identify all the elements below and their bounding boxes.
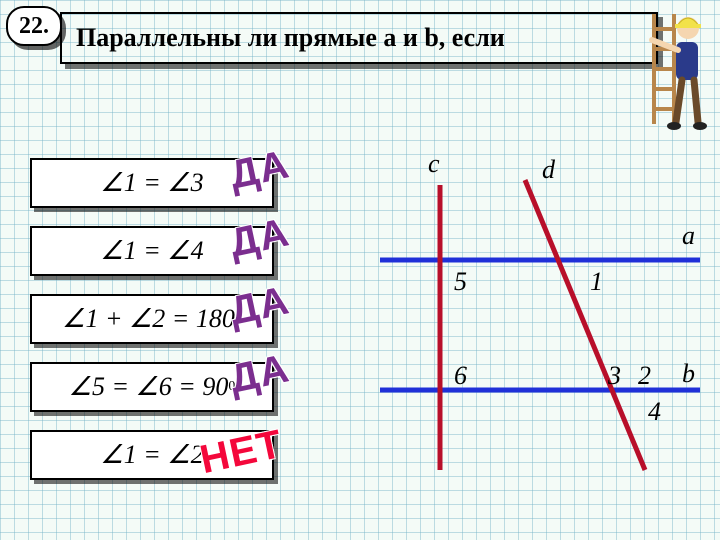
diagram-label-5: 5 bbox=[454, 267, 467, 296]
line-d bbox=[525, 180, 645, 470]
geometry-diagram: c d a b 5 6 1 32 4 bbox=[380, 150, 710, 470]
question-title: Параллельны ли прямые a и b, если bbox=[76, 23, 505, 53]
diagram-label-6: 6 bbox=[454, 361, 467, 390]
diagram-label-3: 3 bbox=[607, 361, 621, 390]
worker-character-icon bbox=[646, 4, 714, 134]
diagram-label-4: 4 bbox=[648, 397, 661, 426]
diagram-label-d: d bbox=[542, 155, 556, 184]
slide-number-badge: 22. bbox=[6, 6, 62, 46]
diagram-label-2: 2 bbox=[638, 361, 651, 390]
diagram-label-b: b bbox=[682, 359, 695, 388]
slide-number: 22. bbox=[19, 13, 49, 40]
diagram-label-1: 1 bbox=[590, 267, 603, 296]
diagram-label-a: a bbox=[682, 221, 695, 250]
question-title-box: Параллельны ли прямые a и b, если bbox=[60, 12, 658, 64]
diagram-label-c: c bbox=[428, 150, 440, 178]
